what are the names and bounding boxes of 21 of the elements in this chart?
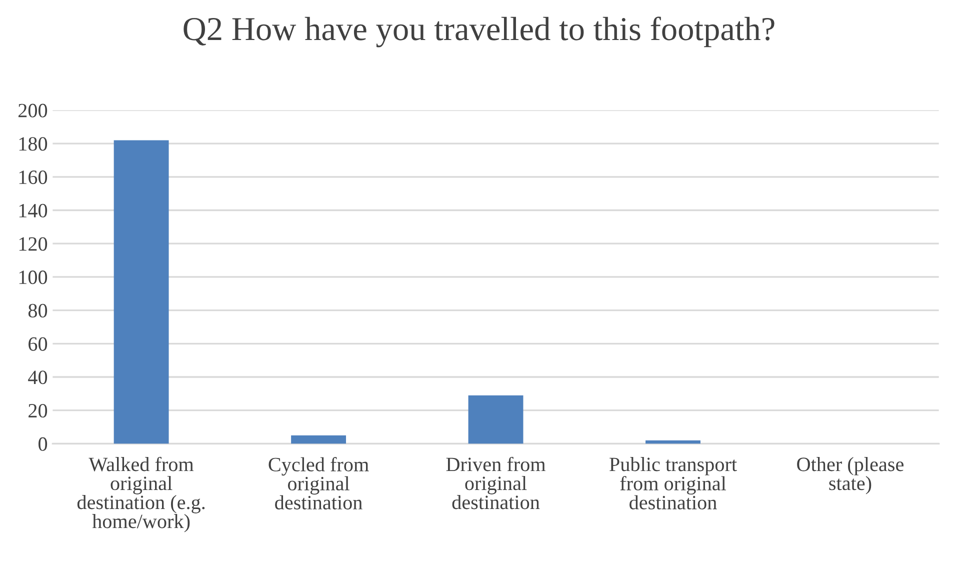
y-tick-label: 100 [19, 270, 48, 284]
bar [646, 440, 700, 444]
y-tick-label: 40 [28, 370, 48, 384]
bar [468, 395, 524, 444]
chart-title: Q2 How have you travelled to this footpath? [184, 16, 774, 48]
y-tick-label: 0 [38, 437, 48, 451]
y-tick-label: 80 [28, 304, 48, 318]
x-tick-label: Other (please state) [797, 457, 904, 494]
bar [291, 435, 346, 444]
y-tick-label: 140 [19, 204, 48, 218]
y-tick-label: 60 [28, 337, 48, 351]
x-tick-label: Public transport from original destination [610, 457, 737, 510]
x-tick-label: Cycled from original destination [268, 457, 369, 510]
x-tick-label: Walked from original destination (e.g. home/work) [77, 456, 205, 532]
y-tick-label: 20 [28, 404, 48, 418]
y-tick-label: 160 [19, 170, 48, 184]
x-tick-label: Driven from original destination [446, 456, 546, 510]
y-tick-label: 180 [19, 137, 48, 151]
bar [114, 140, 169, 444]
y-tick-label: 120 [19, 237, 48, 251]
y-tick-label: 200 [18, 104, 48, 118]
